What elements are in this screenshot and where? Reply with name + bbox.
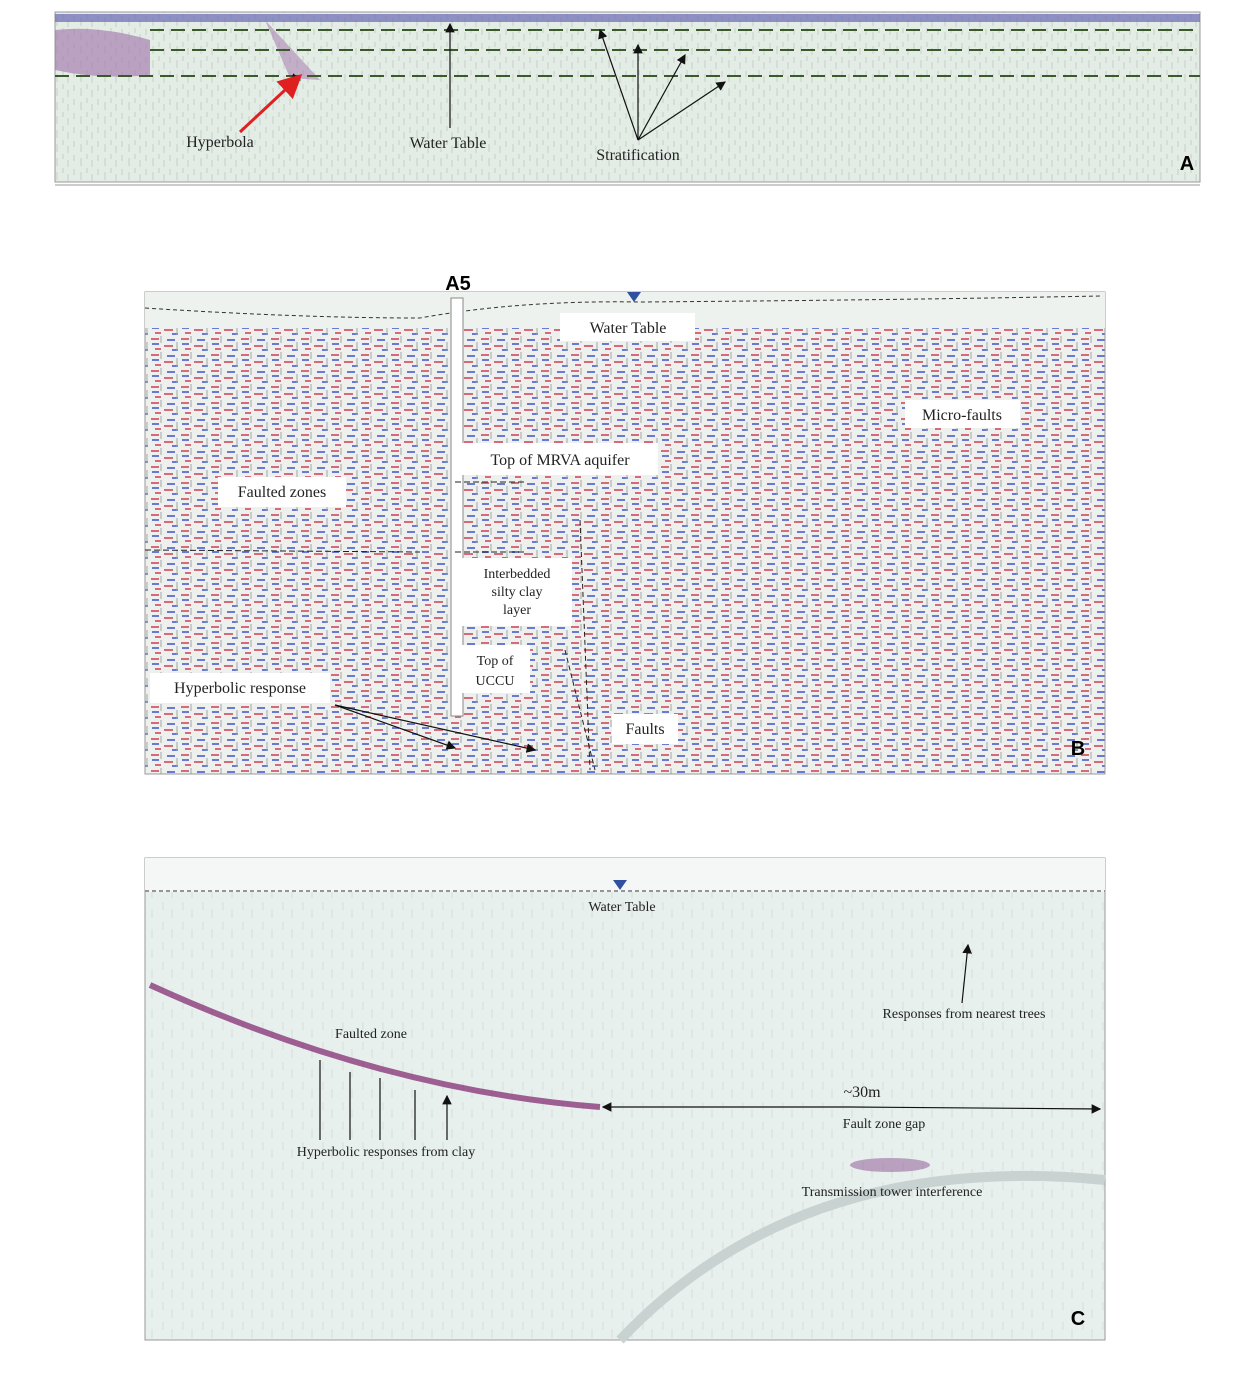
- annotation: silty clay: [492, 585, 543, 600]
- annotation: layer: [503, 603, 531, 618]
- figure: Hyperbola Water Table Stratification A A…: [0, 0, 1236, 1384]
- annotation: Top of MRVA aquifer: [490, 452, 630, 469]
- annotation: Water Table: [410, 135, 487, 152]
- annotation: Interbedded: [484, 567, 551, 582]
- annotation: Transmission tower interference: [802, 1185, 983, 1200]
- annotation: Water Table: [588, 900, 655, 915]
- panel-b: A5 Water Table Micro-faults Top of MRVA …: [145, 273, 1105, 774]
- panel-label: B: [1071, 738, 1085, 760]
- annotation: Water Table: [590, 320, 667, 337]
- marker-label: A5: [445, 273, 471, 295]
- annotation: Faults: [625, 721, 664, 738]
- annotation: Responses from nearest trees: [883, 1007, 1046, 1022]
- annotation: Faulted zone: [335, 1027, 407, 1042]
- panel-c: Water Table Responses from nearest trees…: [145, 858, 1105, 1340]
- annotation: UCCU: [476, 674, 515, 689]
- panel-label: C: [1071, 1308, 1085, 1330]
- panel-label: A: [1180, 153, 1194, 175]
- annotation: Hyperbolic responses from clay: [297, 1145, 475, 1160]
- annotation: Hyperbolic response: [174, 680, 306, 697]
- annotation: Micro-faults: [922, 407, 1002, 424]
- panel-a: Hyperbola Water Table Stratification A: [55, 12, 1200, 185]
- annotation: Faulted zones: [238, 484, 326, 501]
- annotation: Top of: [477, 654, 514, 669]
- annotation: Fault zone gap: [843, 1117, 925, 1132]
- annotation: Stratification: [596, 147, 680, 164]
- annotation: ~30m: [843, 1084, 881, 1101]
- annotation: Hyperbola: [186, 134, 254, 151]
